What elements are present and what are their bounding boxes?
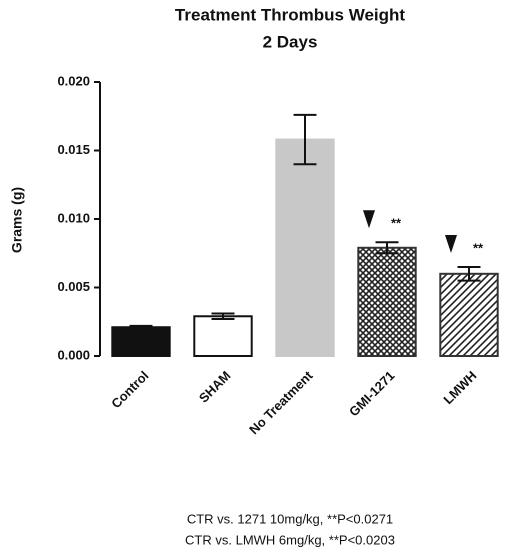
x-tick-label: Control <box>108 368 151 411</box>
error-bar <box>457 265 481 282</box>
error-bar <box>129 324 153 330</box>
significance-label: ** <box>473 240 484 255</box>
chart-title: Treatment Thrombus Weight <box>175 5 405 24</box>
error-bar <box>375 241 399 255</box>
y-tick-label: 0.020 <box>57 73 90 88</box>
bar <box>275 138 335 357</box>
x-tick-label: LMWH <box>440 368 479 407</box>
y-tick-label: 0.005 <box>57 279 90 294</box>
arrow <box>363 210 375 229</box>
y-tick-label: 0.000 <box>57 347 90 362</box>
x-tick-label: GMI-1271 <box>346 368 397 419</box>
x-tick-label: SHAM <box>196 368 234 406</box>
error-bar <box>293 113 317 166</box>
bar <box>111 326 171 358</box>
footnote: CTR vs. 1271 10mg/kg, **P<0.0271 <box>187 511 393 526</box>
error-bar <box>211 312 235 321</box>
bar <box>193 315 253 357</box>
arrow <box>445 234 457 253</box>
y-tick-label: 0.015 <box>57 142 90 157</box>
chart-subtitle: 2 Days <box>263 32 318 51</box>
footnote: CTR vs. LMWH 6mg/kg, **P<0.0203 <box>185 532 395 547</box>
y-tick-label: 0.010 <box>57 210 90 225</box>
bar <box>439 272 499 357</box>
y-axis-label: Grams (g) <box>9 187 25 253</box>
x-tick-label: No Treatment <box>246 367 316 437</box>
bar <box>357 246 417 358</box>
significance-label: ** <box>391 216 402 231</box>
